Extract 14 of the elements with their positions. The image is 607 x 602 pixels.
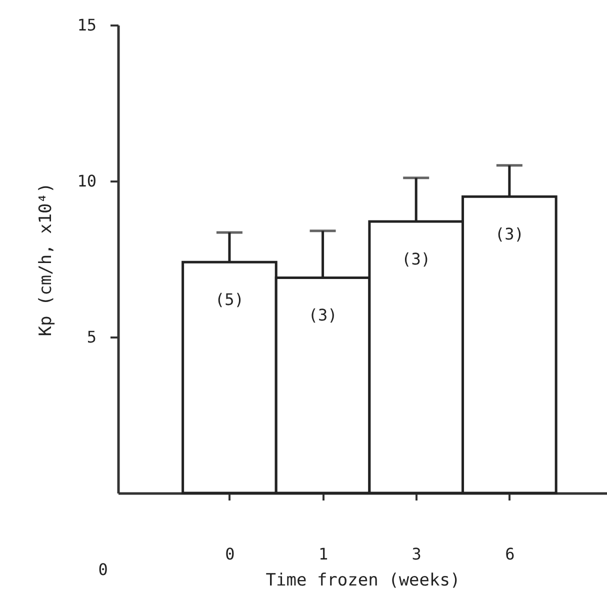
- x-tick-label: 6: [505, 544, 515, 564]
- annotation: (5): [215, 290, 244, 310]
- annotation: (3): [402, 250, 431, 269]
- annotation: (3): [494, 224, 524, 244]
- annotation: (3): [308, 306, 338, 325]
- y-tick-label: 15: [77, 16, 96, 34]
- x-tick-label: 0: [225, 544, 235, 564]
- x-tick-label: 3: [412, 544, 422, 564]
- y-tick-label: 10: [77, 172, 96, 190]
- y-axis-title: Kp (cm/h, x10⁴): [36, 182, 56, 336]
- y-tick-label: 5: [86, 328, 96, 346]
- text: 0: [98, 560, 108, 579]
- x-axis-title: Time frozen (weeks): [266, 570, 460, 590]
- x-tick-label: 1: [318, 544, 328, 564]
